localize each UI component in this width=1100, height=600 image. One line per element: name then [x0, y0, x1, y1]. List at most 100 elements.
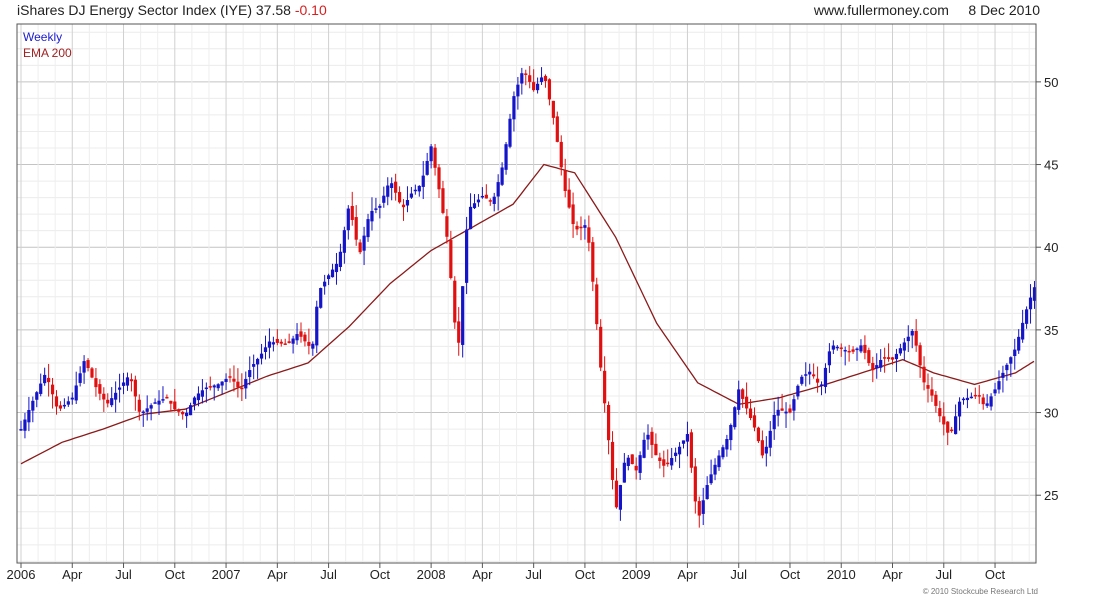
candle-up [1028, 297, 1033, 310]
candle-up [516, 84, 520, 97]
candle-down [654, 443, 658, 456]
candle-up [252, 364, 256, 367]
candle-down [279, 341, 283, 344]
candle-down [946, 421, 950, 433]
candle-down [938, 408, 942, 417]
candle-down [236, 381, 240, 388]
candle-up [370, 210, 374, 222]
candle-up [957, 401, 962, 417]
candle-up [311, 343, 315, 349]
candle-up [153, 402, 157, 404]
candle-up [709, 474, 713, 484]
y-tick-label: 30 [1044, 406, 1058, 421]
y-tick-label: 40 [1044, 240, 1058, 255]
candle-up [338, 251, 343, 267]
candle-down [547, 79, 552, 100]
candle-down [658, 457, 662, 461]
candle-up [326, 275, 331, 280]
candle-up [910, 331, 914, 336]
candle-down [630, 454, 634, 465]
candle-up [220, 381, 224, 386]
candle-up [772, 414, 776, 430]
x-tick-label: Jul [730, 567, 747, 582]
candle-down [47, 377, 51, 383]
x-tick-label: Oct [575, 567, 596, 582]
candle-down [950, 429, 954, 432]
candle-down [165, 396, 169, 399]
candle-down [559, 141, 563, 168]
candle-up [875, 365, 879, 369]
candle-up [969, 396, 973, 399]
x-tick-label: Oct [985, 567, 1006, 582]
candle-down [275, 338, 279, 343]
candle-down [693, 466, 697, 502]
candle-down [926, 385, 930, 389]
x-tick-label: 2009 [622, 567, 651, 582]
candle-down [610, 441, 615, 480]
candle-up [200, 390, 204, 397]
candle-up [315, 306, 319, 346]
candle-up [721, 447, 725, 458]
candle-down [930, 389, 934, 396]
last-price: 37.58 [255, 2, 291, 18]
candle-up [35, 392, 39, 400]
candle-up [114, 392, 118, 400]
candle-down [748, 408, 753, 419]
candle-down [528, 75, 532, 82]
candle-up [674, 452, 678, 457]
candle-up [362, 235, 366, 251]
candle-up [784, 411, 788, 414]
candle-down [563, 170, 567, 191]
candle-down [666, 462, 670, 465]
candle-up [792, 399, 796, 411]
candle-up [366, 219, 370, 238]
candle-up [618, 485, 623, 510]
candle-up [291, 338, 295, 344]
candle-down [94, 378, 98, 388]
candle-down [744, 396, 749, 409]
candle-down [445, 216, 449, 237]
candle-down [689, 432, 693, 468]
candle-down [934, 394, 938, 406]
candles-layer [19, 66, 1037, 528]
candle-down [228, 376, 232, 378]
candle-down [453, 280, 457, 323]
candle-down [606, 404, 611, 441]
candle-down [579, 226, 583, 229]
candle-down [240, 387, 244, 390]
candle-up [879, 360, 883, 368]
candle-up [256, 358, 260, 365]
x-tick-label: Apr [472, 567, 493, 582]
candle-up [330, 269, 335, 278]
candle-up [638, 455, 642, 473]
x-tick-label: 2010 [827, 567, 856, 582]
candle-down [555, 116, 559, 142]
ema-200-line [20, 163, 1035, 465]
candle-up [819, 384, 824, 386]
candle-up [74, 385, 78, 401]
candle-down [437, 167, 441, 190]
candle-up [717, 455, 721, 468]
candle-up [681, 440, 686, 444]
candle-up [382, 195, 386, 203]
candle-down [981, 397, 985, 405]
candle-up [705, 485, 709, 500]
y-tick-label: 50 [1044, 75, 1058, 90]
candle-up [764, 446, 768, 454]
candle-up [192, 397, 197, 405]
candle-down [181, 411, 185, 415]
candle-down [524, 73, 528, 75]
candle-up [843, 349, 847, 352]
candle-up [66, 401, 70, 405]
candle-up [504, 144, 508, 170]
candle-down [883, 357, 887, 359]
candle-up [1017, 336, 1021, 351]
candle-up [539, 77, 544, 82]
candle-up [417, 185, 421, 192]
chart-source: www.fullermoney.com 8 Dec 2010 [814, 2, 1040, 18]
candle-up [342, 230, 346, 253]
candle-up [145, 408, 149, 412]
candle-up [43, 374, 47, 384]
x-tick-label: Jul [320, 567, 337, 582]
candle-up [677, 446, 682, 455]
